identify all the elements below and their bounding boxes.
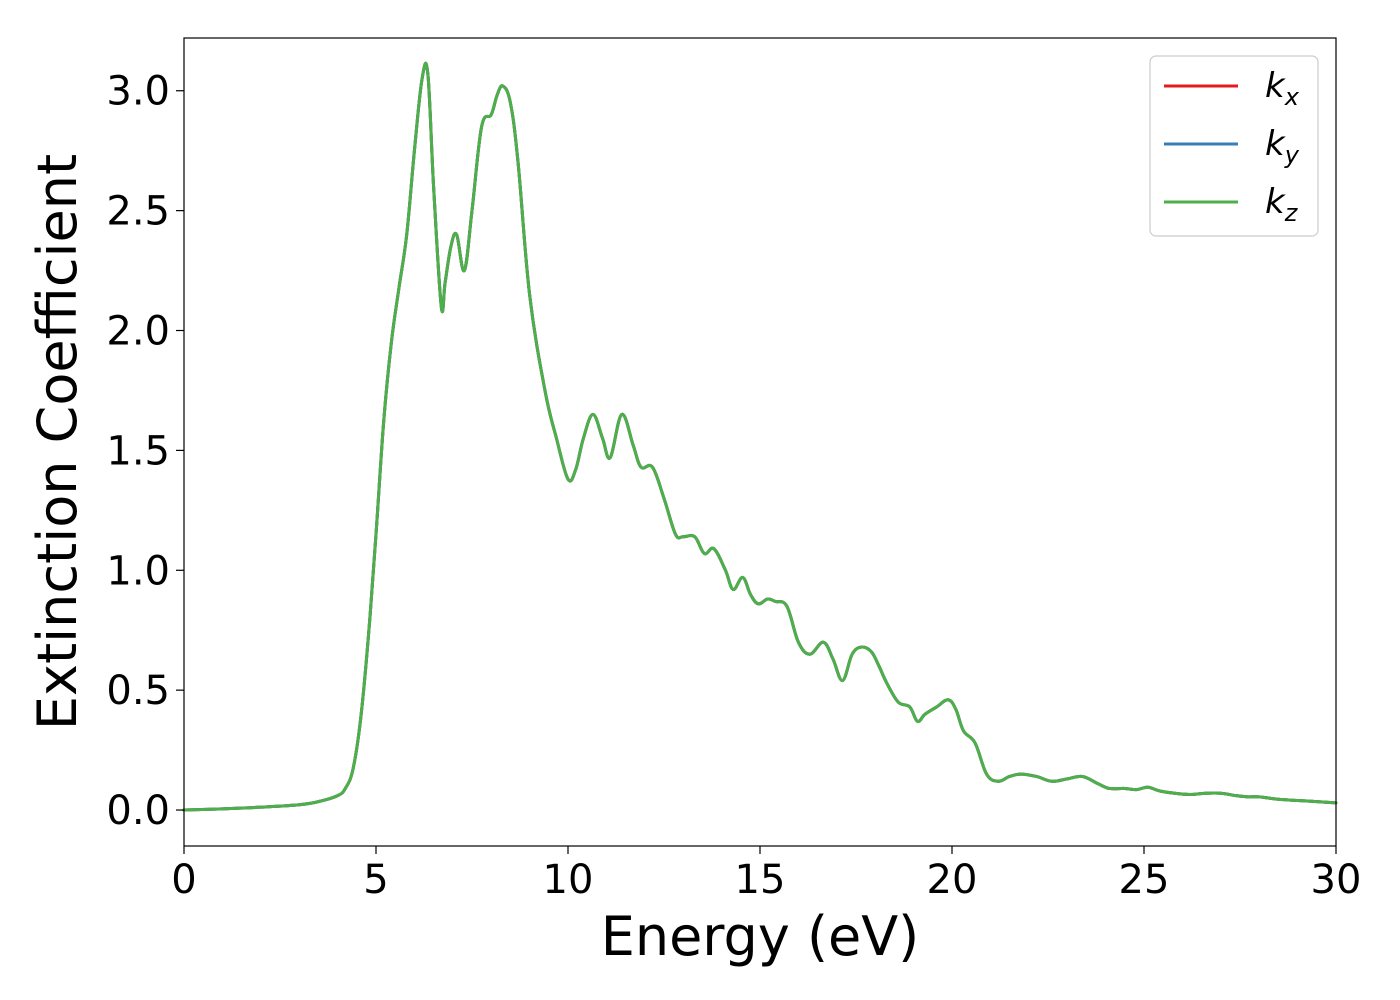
- x-tick-label: 5: [363, 857, 388, 903]
- y-tick-label: 3.0: [106, 69, 170, 115]
- legend-label-ky: ky: [1265, 124, 1300, 169]
- x-tick-label: 30: [1311, 857, 1362, 903]
- x-axis-title: Energy (eV): [601, 905, 920, 968]
- series-layer: [182, 61, 1338, 812]
- x-axis-ticks: 0 5 10 15 20 25 30: [171, 846, 1361, 903]
- legend-label-kx: kx: [1265, 66, 1300, 111]
- legend-label-kz: kz: [1265, 182, 1299, 227]
- y-tick-label: 0.0: [106, 788, 170, 834]
- y-tick-label: 2.5: [106, 189, 170, 235]
- x-tick-label: 25: [1119, 857, 1170, 903]
- y-axis-title: Extinction Coefficient: [26, 154, 89, 730]
- x-tick-label: 0: [171, 857, 196, 903]
- legend-box: [1149, 55, 1319, 237]
- x-tick-label: 15: [735, 857, 786, 903]
- x-tick-label: 10: [543, 857, 594, 903]
- y-tick-label: 2.0: [106, 309, 170, 355]
- series-line-kz: [182, 61, 1338, 812]
- legend: kx ky kz: [1149, 55, 1319, 237]
- y-tick-label: 0.5: [106, 668, 170, 714]
- y-tick-label: 1.0: [106, 548, 170, 594]
- y-tick-label: 1.5: [106, 428, 170, 474]
- y-axis-ticks: 0.0 0.5 1.0 1.5 2.0 2.5 3.0: [106, 69, 184, 834]
- x-tick-label: 20: [927, 857, 978, 903]
